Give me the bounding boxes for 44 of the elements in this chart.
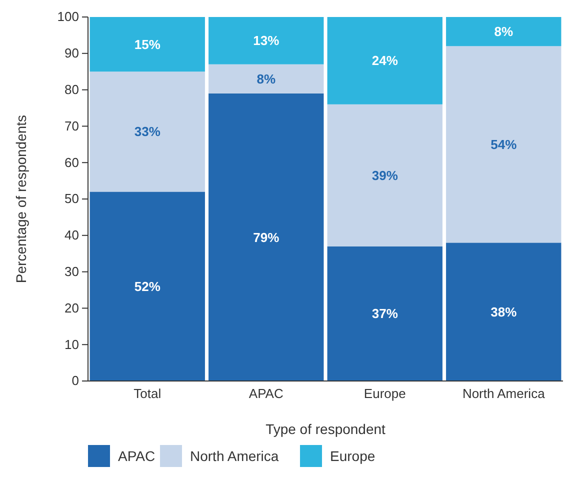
bar [327, 17, 442, 104]
data-label: 15% [134, 36, 161, 52]
y-tick-label: 20 [64, 300, 79, 316]
y-tick-label: 80 [64, 82, 79, 97]
data-label: 33% [134, 124, 161, 140]
data-label: 38% [490, 304, 518, 320]
y-tick-label: 0 [72, 373, 79, 388]
data-label: 39% [372, 168, 398, 183]
y-tick-label: 70 [64, 118, 79, 134]
x-tick-label: APAC [248, 386, 284, 402]
data-label: 54% [490, 136, 518, 152]
x-tick-label: Europe [364, 386, 406, 402]
x-tick-label: North America [462, 386, 546, 402]
bar [446, 46, 562, 243]
x-axis-title: Type of respondent [266, 421, 386, 437]
y-tick-label: 60 [64, 154, 79, 170]
y-axis-title: Percentage of respondents [13, 114, 29, 284]
y-tick-label: 40 [64, 228, 79, 243]
bar [208, 64, 324, 94]
x-tick-label: Total [134, 386, 162, 402]
data-label: 37% [372, 306, 398, 322]
legend-label: Europe [330, 448, 376, 464]
data-label: 79% [253, 230, 280, 245]
data-label: 52% [134, 278, 161, 294]
bar [90, 192, 205, 381]
data-label: 13% [253, 33, 280, 48]
bar [446, 242, 562, 381]
bar [446, 17, 562, 46]
bar [208, 93, 324, 381]
bar [208, 17, 324, 64]
y-tick-label: 30 [64, 264, 79, 279]
bar [327, 104, 442, 246]
y-tick-label: 50 [64, 191, 79, 206]
legend-label: North America [190, 448, 279, 464]
bar [90, 17, 205, 72]
data-label: 8% [494, 24, 514, 40]
y-tick-label: 90 [64, 46, 79, 61]
y-tick-label: 10 [64, 336, 79, 352]
data-label: 24% [372, 53, 398, 68]
data-label: 8% [256, 71, 276, 86]
bar [90, 72, 205, 192]
bar [327, 246, 442, 381]
legend-label: APAC [118, 448, 156, 464]
y-tick-label: 100 [57, 9, 79, 24]
